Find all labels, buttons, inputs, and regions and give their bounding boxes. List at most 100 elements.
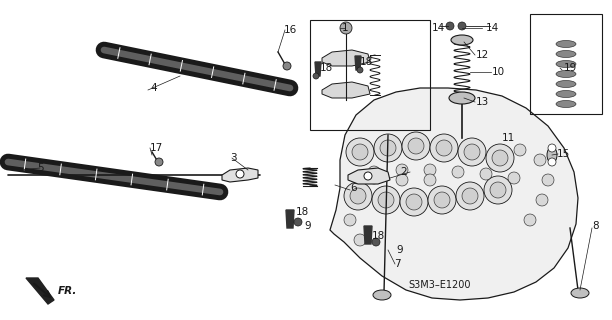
Circle shape	[214, 186, 226, 198]
Circle shape	[548, 144, 556, 152]
Circle shape	[400, 188, 428, 216]
Polygon shape	[222, 168, 258, 182]
Text: 5: 5	[37, 163, 43, 173]
Text: 12: 12	[476, 50, 489, 60]
Circle shape	[374, 134, 402, 162]
Polygon shape	[26, 278, 54, 304]
Text: 18: 18	[296, 207, 309, 217]
Text: 18: 18	[360, 57, 373, 67]
Circle shape	[462, 188, 478, 204]
Ellipse shape	[547, 147, 557, 163]
Circle shape	[98, 44, 110, 56]
Circle shape	[352, 144, 368, 160]
Circle shape	[2, 156, 14, 168]
Circle shape	[350, 188, 366, 204]
Ellipse shape	[449, 92, 475, 104]
Circle shape	[155, 158, 163, 166]
Circle shape	[396, 164, 408, 176]
Circle shape	[536, 194, 548, 206]
Circle shape	[524, 214, 536, 226]
Text: 2: 2	[400, 167, 406, 177]
Text: 18: 18	[372, 231, 385, 241]
Text: 7: 7	[394, 259, 401, 269]
Circle shape	[480, 168, 492, 180]
Polygon shape	[348, 168, 390, 184]
Circle shape	[458, 22, 466, 30]
Ellipse shape	[556, 100, 576, 108]
Text: 17: 17	[150, 143, 163, 153]
Text: 9: 9	[304, 221, 311, 231]
Circle shape	[378, 192, 394, 208]
Ellipse shape	[556, 41, 576, 47]
Circle shape	[456, 182, 484, 210]
Circle shape	[424, 174, 436, 186]
Polygon shape	[355, 56, 361, 70]
Circle shape	[436, 140, 452, 156]
Text: 11: 11	[502, 133, 515, 143]
Text: S3M3–E1200: S3M3–E1200	[409, 280, 471, 290]
Text: 15: 15	[557, 149, 570, 159]
Text: 6: 6	[350, 183, 357, 193]
Text: 8: 8	[592, 221, 599, 231]
Circle shape	[408, 138, 424, 154]
Circle shape	[458, 138, 486, 166]
Circle shape	[313, 73, 319, 79]
Circle shape	[372, 186, 400, 214]
Text: 18: 18	[320, 63, 334, 73]
Circle shape	[492, 150, 508, 166]
Circle shape	[380, 140, 396, 156]
Circle shape	[283, 62, 291, 70]
Circle shape	[236, 170, 244, 178]
Ellipse shape	[556, 91, 576, 98]
Circle shape	[372, 238, 380, 246]
Ellipse shape	[571, 288, 589, 298]
Text: 10: 10	[492, 67, 505, 77]
Circle shape	[542, 174, 554, 186]
Circle shape	[484, 176, 512, 204]
Text: 16: 16	[284, 25, 297, 35]
Circle shape	[508, 172, 520, 184]
Polygon shape	[364, 226, 372, 244]
Text: 1: 1	[342, 23, 349, 33]
Polygon shape	[315, 62, 321, 76]
Circle shape	[452, 166, 464, 178]
Circle shape	[344, 182, 372, 210]
Circle shape	[294, 218, 302, 226]
Circle shape	[534, 154, 546, 166]
Circle shape	[340, 22, 352, 34]
Circle shape	[490, 182, 506, 198]
Circle shape	[346, 138, 374, 166]
Circle shape	[486, 144, 514, 172]
Circle shape	[430, 134, 458, 162]
Text: 9: 9	[396, 245, 403, 255]
Circle shape	[284, 82, 296, 94]
Circle shape	[364, 172, 372, 180]
Circle shape	[424, 164, 436, 176]
Text: 14: 14	[486, 23, 499, 33]
Polygon shape	[322, 50, 370, 66]
Polygon shape	[286, 210, 294, 228]
Polygon shape	[330, 88, 578, 300]
Circle shape	[357, 67, 363, 73]
Circle shape	[434, 192, 450, 208]
Circle shape	[548, 158, 556, 166]
Circle shape	[368, 172, 380, 184]
Circle shape	[396, 174, 408, 186]
Ellipse shape	[373, 290, 391, 300]
Bar	[310, 20, 430, 130]
Circle shape	[368, 166, 380, 178]
Ellipse shape	[556, 81, 576, 87]
Ellipse shape	[556, 51, 576, 58]
Text: 3: 3	[230, 153, 237, 163]
Ellipse shape	[556, 70, 576, 77]
Circle shape	[344, 214, 356, 226]
Text: 13: 13	[476, 97, 489, 107]
Ellipse shape	[451, 35, 473, 45]
Text: FR.: FR.	[58, 286, 77, 296]
Polygon shape	[322, 82, 370, 98]
Circle shape	[402, 132, 430, 160]
Text: 4: 4	[150, 83, 157, 93]
Ellipse shape	[556, 60, 576, 68]
Circle shape	[464, 144, 480, 160]
Circle shape	[406, 194, 422, 210]
